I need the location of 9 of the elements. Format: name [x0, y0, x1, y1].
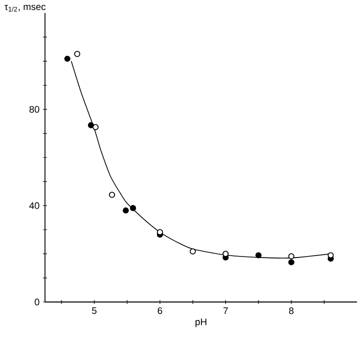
- x-tick-label: 8: [289, 307, 294, 314]
- x-tick-label: 7: [223, 307, 228, 314]
- x-tick-label: 6: [158, 307, 162, 314]
- x-tick-label: 5: [92, 307, 97, 314]
- x-axis-title: pH: [196, 318, 206, 328]
- y-axis-title: τ$_{1/2}$, msec: [4, 4, 46, 12]
- y-tick-label: 40: [29, 202, 40, 210]
- y-tick-label: 80: [29, 106, 40, 113]
- y-tick-label: 0: [34, 298, 40, 306]
